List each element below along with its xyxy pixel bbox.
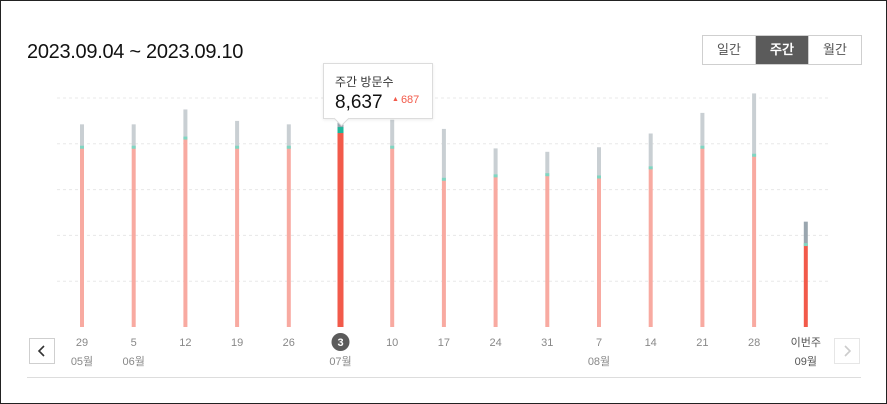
bar-segment-main xyxy=(597,177,601,327)
triangle-up-icon: ▲ xyxy=(392,96,399,103)
month-label: 06월 xyxy=(123,355,145,368)
bar-segment-upper xyxy=(545,152,549,175)
bar-divider-marker xyxy=(494,174,498,177)
x-tick-label: 28 xyxy=(748,337,760,349)
bar-divider-marker xyxy=(804,243,808,246)
bar-segment-main xyxy=(80,147,84,327)
visits-tooltip: 주간 방문수 8,637 ▲ 687 xyxy=(323,63,433,119)
next-button[interactable] xyxy=(834,338,860,364)
tooltip-value: 8,637 xyxy=(335,92,383,114)
bar-segment-main xyxy=(752,155,756,327)
x-tick-label: 5 xyxy=(131,337,137,349)
month-label: 07월 xyxy=(329,355,351,368)
bar-segment-main xyxy=(649,168,653,327)
month-label: 09월 xyxy=(795,355,817,368)
bar-divider-marker xyxy=(338,127,344,133)
bar-segment-upper xyxy=(494,148,498,175)
x-tick-label: 26 xyxy=(283,337,295,349)
bar-segment-main xyxy=(545,175,549,327)
bar-divider-marker xyxy=(183,137,187,140)
x-tick-label: 21 xyxy=(696,337,708,349)
bar-segment-main xyxy=(287,147,291,327)
bar-segment-main xyxy=(338,130,344,327)
bar-divider-marker xyxy=(442,178,446,181)
bar-segment-upper xyxy=(183,109,187,138)
x-tick-label: 19 xyxy=(231,337,243,349)
bar-segment-upper xyxy=(649,133,653,167)
x-tick-label: 3 xyxy=(337,337,343,349)
bar-divider-marker xyxy=(700,146,704,149)
x-tick-label: 7 xyxy=(596,337,602,349)
x-tick-label: 이번주 xyxy=(791,336,821,349)
bar-segment-upper xyxy=(132,124,136,147)
x-tick-label: 24 xyxy=(489,337,501,349)
tooltip-change-value: 687 xyxy=(401,94,419,106)
bar-divider-marker xyxy=(597,176,601,179)
bar-segment-upper xyxy=(804,222,808,245)
bar-segment-main xyxy=(804,245,808,327)
bar-segment-main xyxy=(494,176,498,327)
bar-divider-marker xyxy=(287,146,291,149)
previous-button[interactable] xyxy=(29,338,55,364)
bar-divider-marker xyxy=(649,166,653,169)
bar-divider-marker xyxy=(390,146,394,149)
bar-divider-marker xyxy=(545,173,549,176)
bar-segment-upper xyxy=(442,129,446,179)
bar-segment-upper xyxy=(390,120,394,147)
bar-segment-upper xyxy=(235,121,239,147)
bar-divider-marker xyxy=(132,146,136,149)
x-tick-label: 31 xyxy=(541,337,553,349)
bar-segment-main xyxy=(442,179,446,327)
month-label: 05월 xyxy=(71,355,93,368)
tooltip-label: 주간 방문수 xyxy=(335,73,394,90)
chevron-right-icon xyxy=(842,345,852,357)
bar-segment-upper xyxy=(597,147,601,177)
x-axis-labels: 29 05월 5 06월 12 19 26 3 07월 10 17 24 31 7 08월 14 21 28 이번주… xyxy=(71,333,821,368)
bar-divider-marker xyxy=(80,146,84,149)
chevron-left-icon xyxy=(37,345,47,357)
x-tick-label: 29 xyxy=(76,337,88,349)
x-tick-label: 10 xyxy=(386,337,398,349)
bars xyxy=(80,93,808,327)
bar-segment-upper xyxy=(752,93,756,155)
x-tick-label: 14 xyxy=(645,337,657,349)
bar-segment-main xyxy=(390,147,394,327)
bar-segment-upper xyxy=(287,124,291,147)
month-label: 08월 xyxy=(588,355,610,368)
x-tick-label: 12 xyxy=(179,337,191,349)
bar-segment-main xyxy=(132,147,136,327)
bar-segment-upper xyxy=(80,124,84,147)
bar-segment-upper xyxy=(700,113,704,147)
bar-divider-marker xyxy=(235,146,239,149)
bottom-divider xyxy=(27,377,861,378)
x-tick-label: 17 xyxy=(438,337,450,349)
bar-divider-marker xyxy=(752,154,756,157)
bar-segment-main xyxy=(700,147,704,327)
tooltip-change: ▲ 687 xyxy=(392,94,419,106)
bar-segment-main xyxy=(183,138,187,327)
bar-segment-main xyxy=(235,147,239,327)
